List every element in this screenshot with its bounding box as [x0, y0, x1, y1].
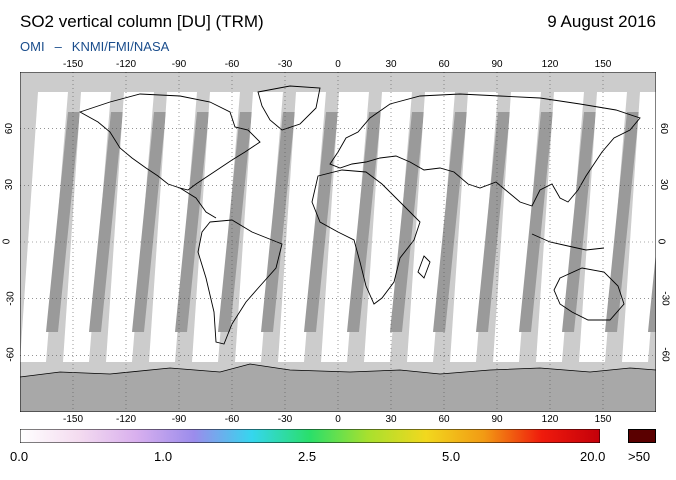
lon-tick-bottom: 0 [335, 414, 341, 425]
lon-tick-top: 30 [385, 59, 397, 70]
world-map [20, 72, 656, 412]
credit-line: OMI – KNMI/FMI/NASA [20, 39, 169, 54]
credit-separator: – [54, 39, 62, 54]
swath-gap [390, 112, 424, 332]
lat-tick-left: -60 [5, 347, 17, 363]
swath-band [622, 92, 656, 362]
lon-tick-top: 0 [335, 59, 341, 70]
map-title: SO2 vertical column [DU] (TRM) [20, 12, 264, 31]
swath-gap [519, 112, 553, 332]
swath-gap [433, 112, 467, 332]
north-america-coast [78, 93, 261, 191]
eurasia-coast [329, 93, 641, 207]
lat-tick-left: 0 [1, 238, 13, 245]
colorbar [20, 429, 600, 443]
lon-tick-top: 150 [594, 59, 612, 70]
colorbar-overflow-box [628, 429, 656, 443]
lon-tick-top: -120 [115, 59, 136, 70]
lon-tick-bottom: -60 [224, 414, 240, 425]
swath-band [106, 92, 154, 362]
lat-tick-left: 60 [4, 122, 16, 134]
swath-band [536, 92, 584, 362]
lon-tick-bottom: 60 [438, 414, 450, 425]
colorbar-label-4: 20.0 [580, 449, 606, 464]
swath-band [321, 92, 369, 362]
lon-tick-top: 90 [491, 59, 503, 70]
swath-band [149, 92, 197, 362]
swath-band [579, 92, 627, 362]
swath-gap [347, 112, 381, 332]
colorbar-gradient [20, 429, 600, 443]
swath-band [364, 92, 412, 362]
colorbar-overflow-label: >50 [628, 449, 651, 464]
swath-gap [605, 112, 639, 332]
indonesia-coast [531, 233, 605, 251]
central-america-coast [179, 187, 217, 219]
swath-gap [476, 112, 510, 332]
swath-band [235, 92, 283, 362]
lon-tick-bottom: -30 [277, 414, 293, 425]
swath-gap [562, 112, 596, 332]
lon-tick-top: 60 [438, 59, 450, 70]
lon-tick-bottom: -90 [171, 414, 187, 425]
africa-coast [311, 169, 421, 305]
swath-band [63, 92, 111, 362]
lon-tick-top: -60 [224, 59, 240, 70]
lat-tick-left: 30 [4, 179, 16, 191]
lat-tick-left: -30 [5, 290, 17, 306]
credit-agencies: KNMI/FMI/NASA [71, 39, 170, 54]
swath-gap [648, 252, 656, 332]
colorbar-label-2: 2.5 [298, 449, 317, 464]
lon-tick-top: -90 [171, 59, 187, 70]
australia-coast [553, 267, 625, 321]
lon-tick-bottom: 150 [594, 414, 612, 425]
colorbar-label-1: 1.0 [154, 449, 173, 464]
greenland-coast [257, 85, 321, 131]
lon-tick-top: -150 [62, 59, 83, 70]
colorbar-label-3: 5.0 [442, 449, 461, 464]
swath-band [450, 92, 498, 362]
graticule [20, 72, 656, 412]
swath-band [278, 92, 326, 362]
colorbar-label-0: 0.0 [10, 449, 29, 464]
lat-tick-right: 30 [658, 179, 670, 191]
lon-tick-bottom: 30 [385, 414, 397, 425]
lon-tick-top: -30 [277, 59, 293, 70]
lon-tick-bottom: -150 [62, 414, 83, 425]
lat-tick-right: 60 [658, 122, 670, 134]
swath-band [20, 92, 68, 362]
swath-gap [46, 112, 80, 332]
swath-band [493, 92, 541, 362]
madagascar-coast [417, 255, 431, 279]
swath-gap [89, 112, 123, 332]
map-date: 9 August 2016 [547, 12, 656, 31]
swath-gap [261, 112, 295, 332]
swath-gap [175, 112, 209, 332]
satellite-swaths [20, 92, 656, 362]
lon-tick-bottom: 90 [491, 414, 503, 425]
lon-tick-bottom: 120 [541, 414, 559, 425]
credit-instrument: OMI [20, 39, 45, 54]
lat-tick-right: 0 [655, 238, 667, 245]
swath-band [407, 92, 455, 362]
lat-tick-right: -30 [659, 290, 671, 306]
lon-tick-top: 120 [541, 59, 559, 70]
swath-gap [304, 112, 338, 332]
lon-tick-bottom: -120 [115, 414, 136, 425]
swath-gap [132, 112, 166, 332]
lat-tick-right: -60 [659, 347, 671, 363]
swath-band [192, 92, 240, 362]
